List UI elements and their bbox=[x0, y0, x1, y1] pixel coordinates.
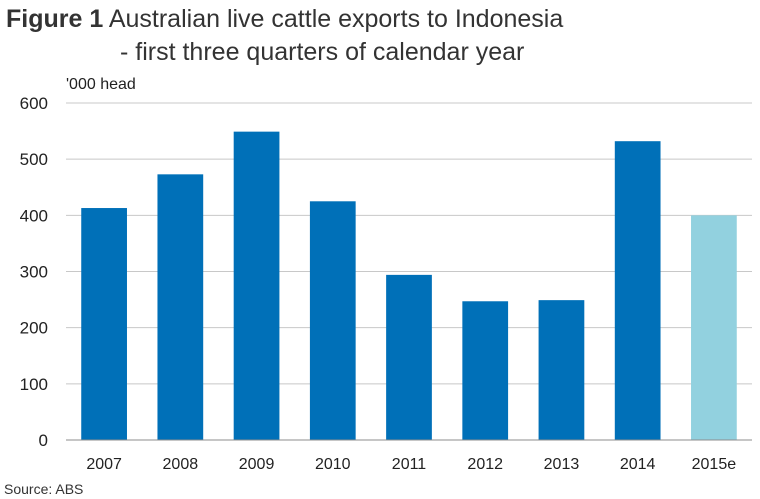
y-axis-label: '000 head bbox=[66, 76, 136, 93]
bars bbox=[81, 131, 737, 440]
x-tick-label: 2011 bbox=[392, 456, 427, 473]
bar-2008 bbox=[157, 174, 204, 440]
chart-title-line-1: Figure 1 Australian live cattle exports … bbox=[6, 5, 563, 33]
bar-2009 bbox=[233, 131, 280, 440]
x-tick-label: 2009 bbox=[239, 456, 275, 473]
bar-2011 bbox=[386, 274, 432, 440]
bar-2010 bbox=[309, 201, 356, 440]
bar-2007 bbox=[81, 208, 127, 440]
y-tick-label: 0 bbox=[39, 431, 48, 450]
source-note: Source: ABS bbox=[4, 481, 84, 497]
chart-title-line-2: - first three quarters of calendar year bbox=[120, 38, 525, 66]
y-tick-label: 600 bbox=[20, 94, 48, 113]
y-tick-label: 300 bbox=[20, 263, 48, 282]
x-tick-label: 2014 bbox=[620, 456, 656, 473]
y-tick-label: 400 bbox=[20, 206, 48, 225]
x-tick-label: 2008 bbox=[163, 456, 199, 473]
bar-2013 bbox=[538, 300, 585, 440]
figure-label: Figure 1 bbox=[6, 5, 104, 33]
bar-2012 bbox=[462, 301, 509, 440]
bar-2014 bbox=[614, 141, 661, 440]
x-axis-ticks: 2007 2008 2009 2010 2011 2012 2013 2014 2015e bbox=[86, 456, 736, 473]
x-tick-label: 2013 bbox=[544, 456, 580, 473]
x-tick-label: 2007 bbox=[86, 456, 122, 473]
y-axis-ticks: 0 100 200 300 400 500 600 bbox=[20, 94, 48, 450]
bar-2015e bbox=[691, 215, 737, 440]
x-tick-label: 2010 bbox=[315, 456, 351, 473]
x-tick-label: 2015e bbox=[692, 456, 737, 473]
x-tick-label: 2012 bbox=[467, 456, 503, 473]
y-tick-label: 500 bbox=[20, 150, 48, 169]
chart-title-main: Australian live cattle exports to Indone… bbox=[108, 5, 564, 33]
y-tick-label: 100 bbox=[20, 375, 48, 394]
y-tick-label: 200 bbox=[20, 319, 48, 338]
